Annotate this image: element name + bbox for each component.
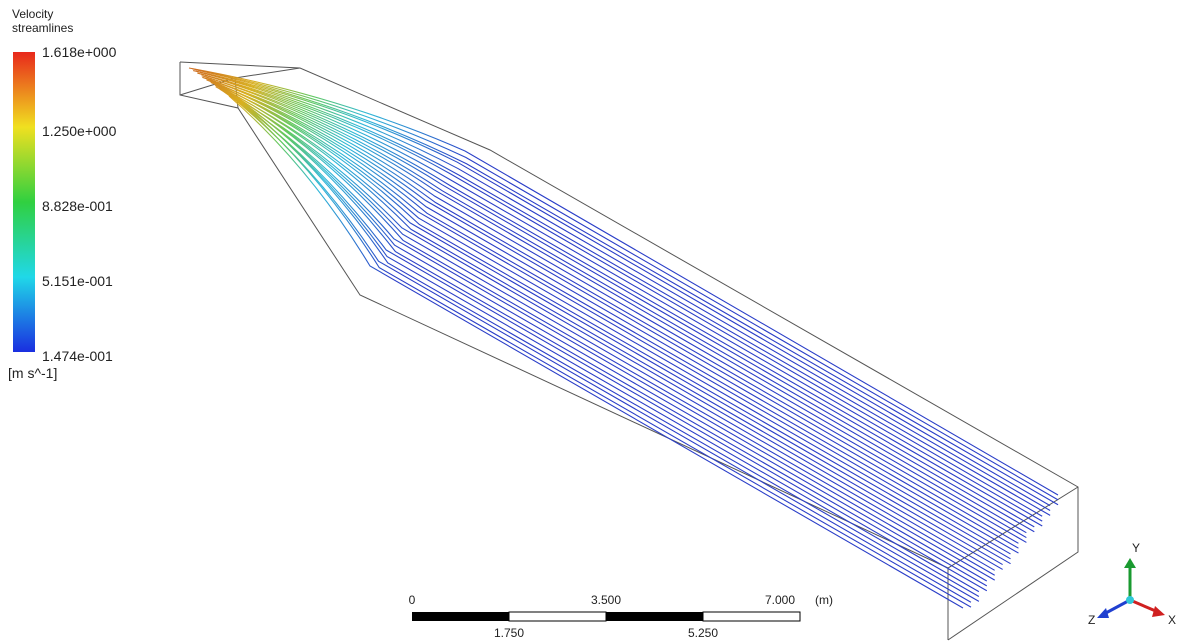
streamlines	[189, 68, 1058, 608]
axis-label: Z	[1088, 613, 1095, 627]
streamline	[220, 89, 987, 581]
viewport: Velocity streamlines 1.618e+000 1.250e+0…	[0, 0, 1181, 642]
legend-label: 1.618e+000	[42, 44, 117, 60]
arrow-head	[1152, 606, 1165, 617]
streamline	[231, 93, 979, 601]
legend-title: Velocity	[12, 7, 53, 21]
axis-label: Y	[1132, 541, 1140, 555]
axis-label: X	[1168, 613, 1176, 627]
streamline	[206, 78, 1027, 537]
axis-triad: Y Z X	[1088, 541, 1176, 627]
scale-label: 5.250	[688, 626, 718, 640]
legend-label: 5.151e-001	[42, 273, 113, 289]
outline	[180, 62, 1078, 568]
axis-arrow	[1104, 600, 1130, 614]
scale-label: 1.750	[494, 626, 524, 640]
origin	[1126, 596, 1134, 604]
scale-label: 3.500	[591, 593, 621, 607]
scale-label: 7.000	[765, 593, 795, 607]
legend-label: 1.474e-001	[42, 348, 113, 364]
legend-unit: [m s^-1]	[8, 365, 57, 381]
scale-segment	[606, 612, 703, 621]
streamline	[215, 85, 1003, 565]
legend-label: 1.250e+000	[42, 123, 117, 139]
geometry	[180, 62, 1078, 640]
outline	[180, 62, 1078, 640]
scale-segment	[703, 612, 800, 621]
streamline	[205, 76, 1034, 531]
scale-segment	[509, 612, 606, 621]
streamline	[210, 81, 1019, 548]
scale-bar: 0 3.500 7.000 (m) 1.750 5.250	[409, 593, 833, 640]
arrow-head	[1097, 608, 1109, 618]
streamline	[219, 88, 995, 576]
axis-arrow	[1130, 600, 1158, 612]
scale-segment	[412, 612, 509, 621]
color-bar	[13, 52, 35, 352]
streamline	[207, 80, 1019, 543]
scale-unit: (m)	[815, 593, 833, 607]
streamline	[209, 79, 1026, 542]
legend-label: 8.828e-001	[42, 198, 113, 214]
streamline	[217, 84, 1010, 564]
scale-label: 0	[409, 593, 416, 607]
arrow-head	[1124, 558, 1136, 568]
legend-title: streamlines	[12, 21, 73, 35]
legend: Velocity streamlines 1.618e+000 1.250e+0…	[8, 7, 117, 381]
